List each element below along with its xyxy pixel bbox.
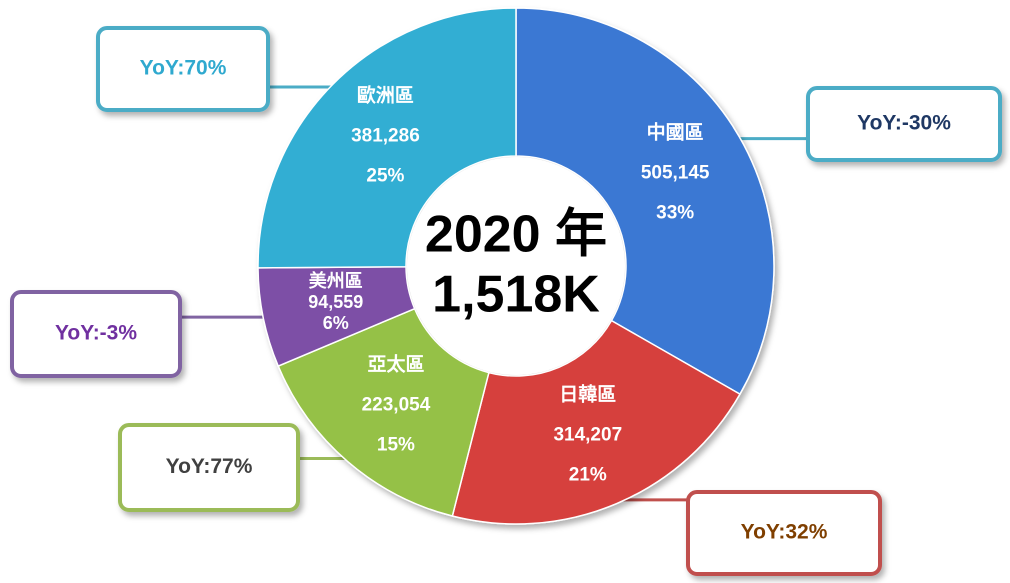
slice-label: 381,286 xyxy=(351,125,420,146)
callout-box xyxy=(686,490,882,576)
callout-box xyxy=(96,26,270,112)
slice-label: 94,559 xyxy=(308,292,363,312)
callout-box xyxy=(806,86,1002,162)
callout-box xyxy=(118,423,300,512)
callout-text: YoY:-30% xyxy=(857,112,951,135)
slice-label: 15% xyxy=(377,434,415,455)
callout-text: YoY:77% xyxy=(166,455,253,478)
slice-label: 505,145 xyxy=(641,163,710,184)
callout-text: YoY:32% xyxy=(741,521,828,544)
slice-label: 美州區 xyxy=(309,270,363,291)
slice-label: 314,207 xyxy=(553,424,622,445)
slice-label: 223,054 xyxy=(362,394,431,415)
slice-label: 中國區 xyxy=(647,121,704,144)
callout-text: YoY:70% xyxy=(140,57,227,80)
slice-label: 歐洲區 xyxy=(357,83,414,106)
center-total: 1,518K xyxy=(432,266,600,324)
slice-label: 亞太區 xyxy=(367,352,424,375)
slice xyxy=(257,7,517,269)
slice-label: 日韓區 xyxy=(559,382,616,405)
slice-label: 33% xyxy=(656,203,694,224)
slice-label: 25% xyxy=(366,165,404,186)
slice-label: 21% xyxy=(569,464,607,485)
callout-text: YoY:-3% xyxy=(55,322,137,345)
slice xyxy=(451,319,741,525)
slice-label: 6% xyxy=(323,313,349,333)
donut-hole xyxy=(407,157,625,375)
slice xyxy=(515,7,775,396)
callout-box xyxy=(10,290,182,378)
center-title: 2020 年 xyxy=(425,206,607,264)
slice xyxy=(277,307,490,517)
